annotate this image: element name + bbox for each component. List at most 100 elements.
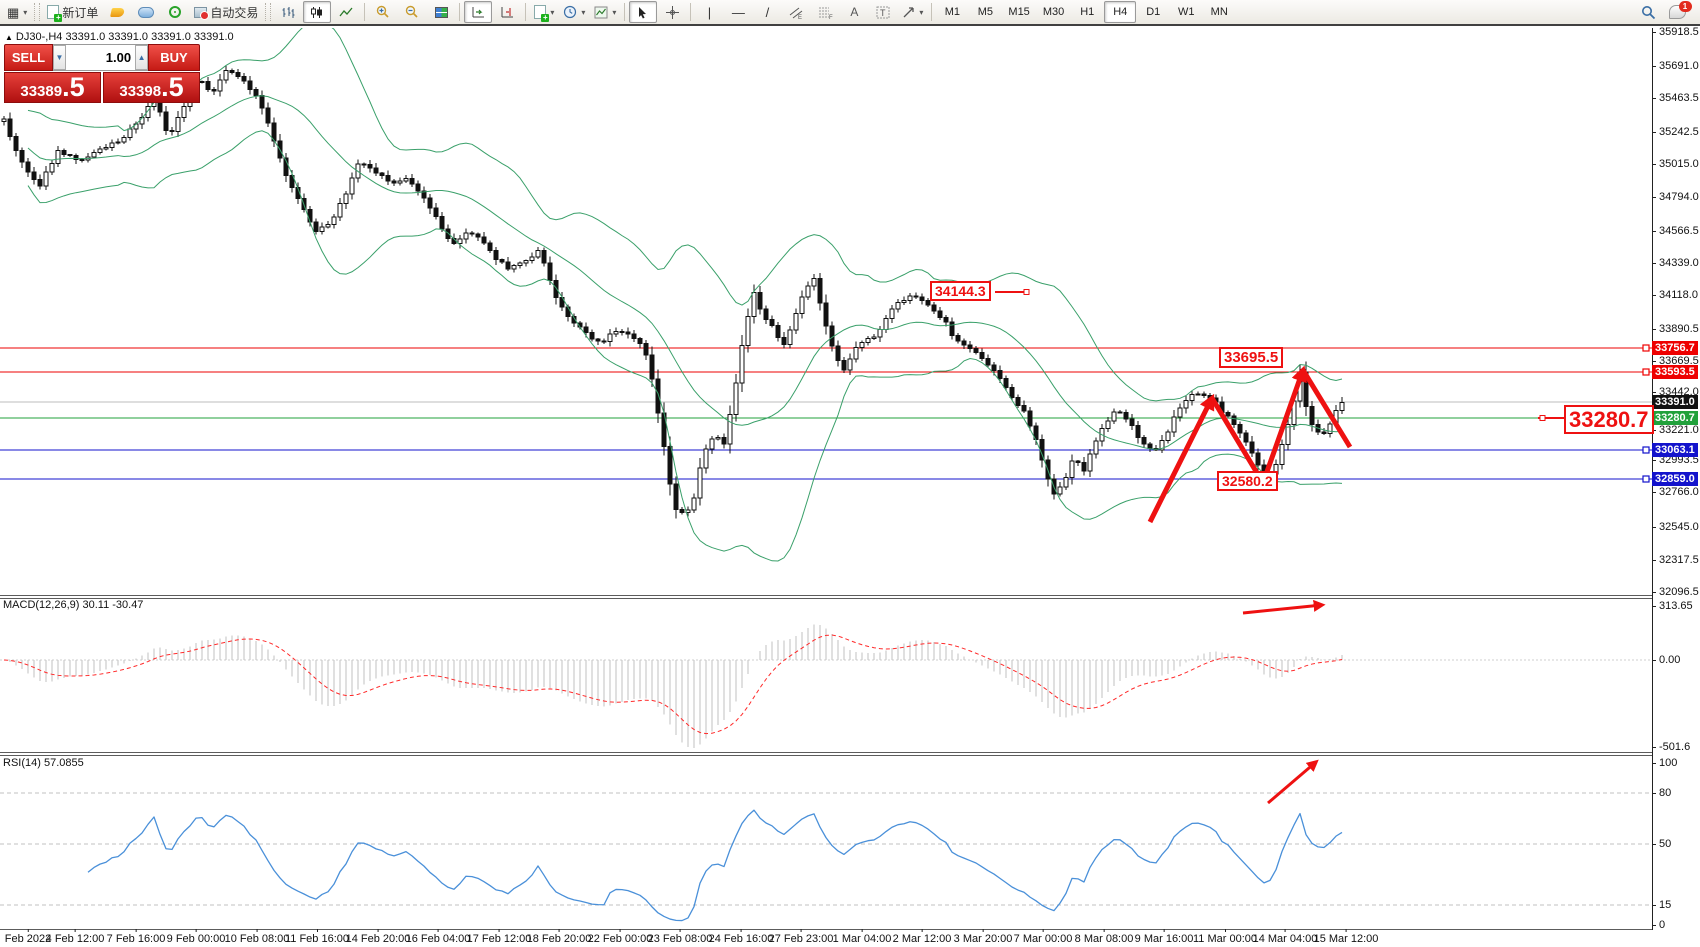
new-order-icon: + [47, 5, 63, 22]
charts-window-icon[interactable]: ▦ ▾ [7, 4, 28, 20]
search-button[interactable] [1634, 1, 1662, 23]
zoom-in-icon [377, 5, 389, 18]
time-axis[interactable]: Feb 2022 4 Feb 12:00 7 Feb 16:00 9 Feb 00:0… [0, 929, 1652, 947]
bar-chart-icon [282, 6, 295, 18]
price-level-badge: 33063.1 [1652, 443, 1698, 457]
timeframe-button-h4[interactable]: H4 [1104, 1, 1137, 23]
volume-input[interactable] [65, 45, 136, 70]
autotrading-button[interactable]: 自动交易 [190, 1, 262, 23]
cursor-button[interactable] [629, 1, 658, 23]
candlestick-chart-button[interactable] [303, 1, 332, 23]
price-axis[interactable]: 35918.5 35691.0 35463.5 35242.5 35015.0 34794… [1651, 26, 1700, 931]
line-chart-icon [339, 7, 353, 16]
notifications-button[interactable]: 1 [1663, 1, 1692, 23]
rsi-scale-tick: 15 [1651, 899, 1672, 911]
sell-price[interactable]: 33389.5 [4, 72, 101, 103]
timeframe-button-m15[interactable]: M15 [1008, 6, 1030, 18]
price-annotation-label[interactable]: 33280.7 [1564, 405, 1654, 435]
pane-separator[interactable] [0, 752, 1652, 756]
timeframe-button-m5[interactable]: M5 [977, 6, 994, 18]
tile-windows-button[interactable] [427, 1, 455, 23]
time-tick: 9 Feb 00:00 [166, 929, 226, 945]
svg-text:E: E [798, 15, 802, 19]
community-button[interactable] [132, 1, 160, 23]
price-tick: 33221.0 [1652, 424, 1699, 436]
channel-button[interactable]: E [782, 1, 810, 23]
new-order-button[interactable]: + 新订单 [43, 1, 102, 23]
cursor-icon [639, 6, 647, 18]
price-annotation-label[interactable]: 33695.5 [1219, 347, 1284, 369]
timeframe-button-m1[interactable]: M1 [944, 6, 961, 18]
symbol-pointer-icon: ▲ [5, 33, 13, 42]
volume-decrease-button[interactable]: ▼ [53, 45, 66, 70]
price-level-badge: 33391.0 [1652, 395, 1698, 409]
buy-price[interactable]: 33398.5 [103, 72, 200, 103]
fibonacci-button[interactable]: F [811, 1, 839, 23]
macd-scale-tick: 0.00 [1651, 654, 1681, 666]
rsi-scale-tick: 80 [1651, 787, 1672, 799]
indicators-icon: + [534, 5, 550, 22]
macd-scale-tick: 313.65 [1652, 600, 1693, 612]
templates-icon [594, 6, 608, 18]
time-tick: 4 Feb 12:00 [45, 929, 105, 945]
toolbar-grip[interactable] [265, 3, 272, 21]
zoom-out-button[interactable] [398, 1, 426, 23]
autotrading-icon [194, 6, 210, 20]
time-tick: 17 Feb 12:00 [466, 929, 532, 945]
price-tick: 34794.0 [1652, 191, 1699, 203]
time-tick: 8 Mar 08:00 [1074, 929, 1134, 945]
text-label-button[interactable]: T [869, 1, 897, 23]
time-tick: 11 Mar 00:00 [1192, 929, 1258, 945]
price-level-badge: 33280.7 [1652, 411, 1698, 425]
fibonacci-icon: F [818, 7, 833, 19]
time-tick: 9 Mar 16:00 [1134, 929, 1194, 945]
timeframe-button-mn[interactable]: MN [1210, 6, 1228, 18]
bar-chart-button[interactable] [274, 1, 302, 23]
timeframe-button-w1[interactable]: W1 [1177, 6, 1195, 18]
timeframe-button-h1[interactable]: H1 [1080, 6, 1095, 18]
pane-separator[interactable] [0, 595, 1652, 599]
sell-button[interactable]: SELL [4, 44, 53, 71]
zoom-out-icon [406, 5, 418, 18]
indicators-button[interactable]: + ▾ [530, 1, 558, 23]
price-tick: 32317.5 [1652, 554, 1699, 566]
time-tick: 14 Feb 20:00 [345, 929, 411, 945]
alerts-button[interactable] [103, 1, 131, 23]
price-annotation-label[interactable]: 32580.2 [1217, 471, 1278, 492]
time-tick: 3 Mar 20:00 [953, 929, 1013, 945]
auto-scroll-button[interactable] [464, 1, 493, 23]
arrows-icon [903, 6, 915, 17]
zoom-in-button[interactable] [369, 1, 397, 23]
chart-shift-button[interactable] [493, 1, 521, 23]
vertical-line-button[interactable]: | [707, 4, 712, 20]
price-annotation-label[interactable]: 34144.3 [930, 281, 991, 302]
chat-icon: 1 [1668, 1, 1692, 19]
buy-button[interactable]: BUY [148, 44, 200, 71]
time-tick: Feb 2022 [4, 929, 52, 945]
price-chart-pane[interactable] [0, 28, 1652, 596]
templates-button[interactable]: ▾ [590, 1, 620, 23]
macd-pane[interactable] [0, 599, 1652, 752]
price-tick: 35015.0 [1652, 158, 1699, 170]
arrows-button[interactable]: ▾ [898, 1, 927, 23]
price-tick: 32993.5 [1652, 454, 1699, 466]
timeframe-button-m30[interactable]: M30 [1042, 6, 1065, 18]
time-tick: 16 Feb 04:00 [405, 929, 471, 945]
crosshair-button[interactable] [658, 1, 686, 23]
volume-increase-button[interactable]: ▲ [135, 45, 148, 70]
trendline-button[interactable]: / [765, 4, 770, 20]
rsi-pane[interactable] [0, 756, 1652, 929]
autotrading-label: 自动交易 [210, 5, 259, 20]
text-button[interactable]: A [850, 5, 859, 19]
horizontal-line-button[interactable]: — [731, 4, 745, 20]
toolbar-grip[interactable] [34, 3, 41, 21]
periods-button[interactable]: ▾ [559, 1, 589, 23]
signals-button[interactable] [161, 1, 189, 23]
time-tick: 10 Feb 08:00 [224, 929, 290, 945]
price-tick: 32545.0 [1652, 521, 1699, 533]
line-chart-button[interactable] [332, 1, 360, 23]
price-tick: 34118.0 [1652, 289, 1698, 301]
timeframe-button-d1[interactable]: D1 [1146, 6, 1161, 18]
price-tick: 32096.5 [1652, 586, 1699, 598]
